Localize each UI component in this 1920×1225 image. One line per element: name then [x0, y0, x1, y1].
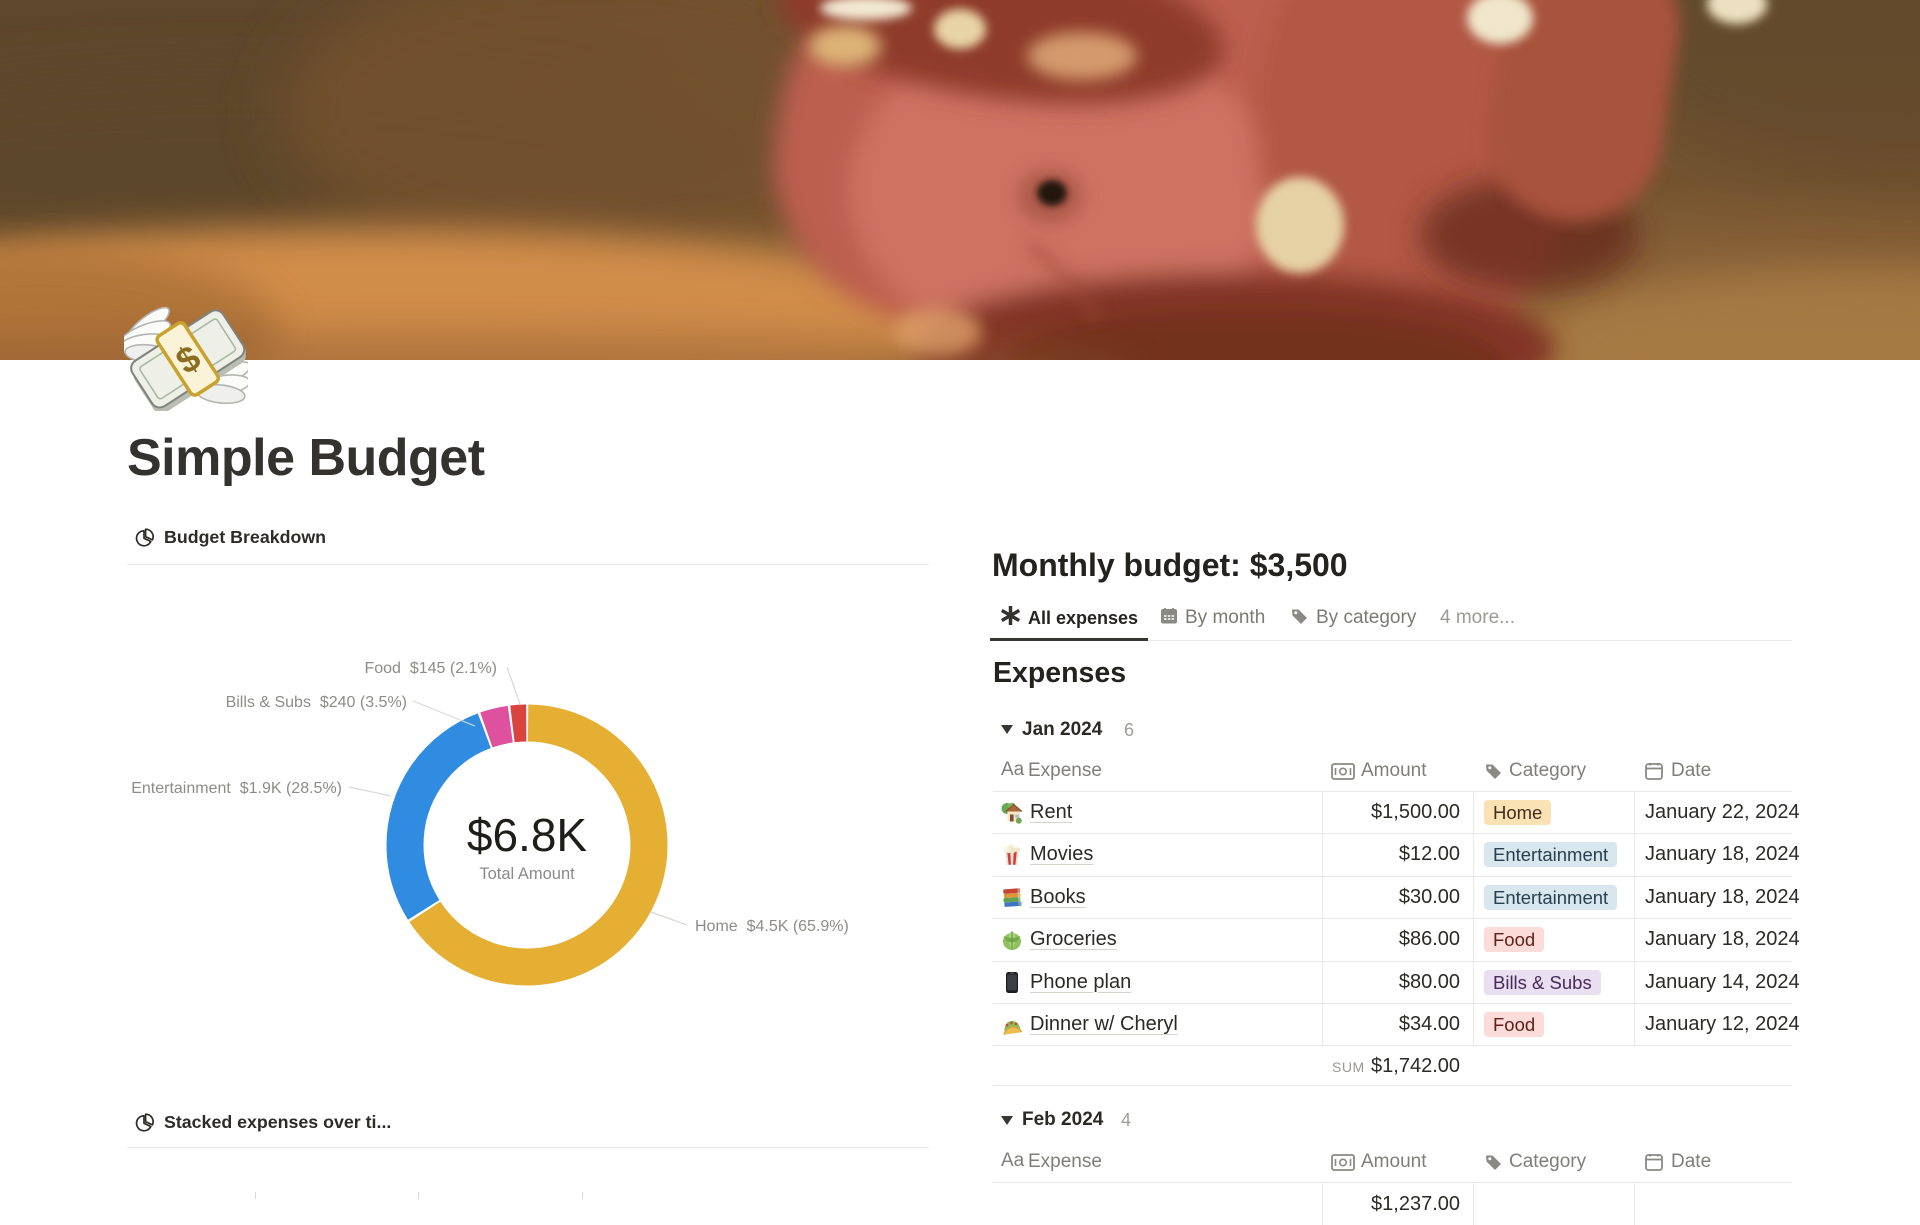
svg-text:Food $145 (2.1%): Food $145 (2.1%)	[364, 660, 497, 677]
svg-text:Bills & Subs $240 (3.5%): Bills & Subs $240 (3.5%)	[226, 694, 407, 711]
svg-text:Total Amount: Total Amount	[479, 865, 575, 883]
svg-text:$6.8K: $6.8K	[467, 809, 588, 861]
svg-text:Entertainment $1.9K (28.5%): Entertainment $1.9K (28.5%)	[131, 780, 342, 797]
svg-text:Home $4.5K (65.9%): Home $4.5K (65.9%)	[695, 918, 849, 935]
